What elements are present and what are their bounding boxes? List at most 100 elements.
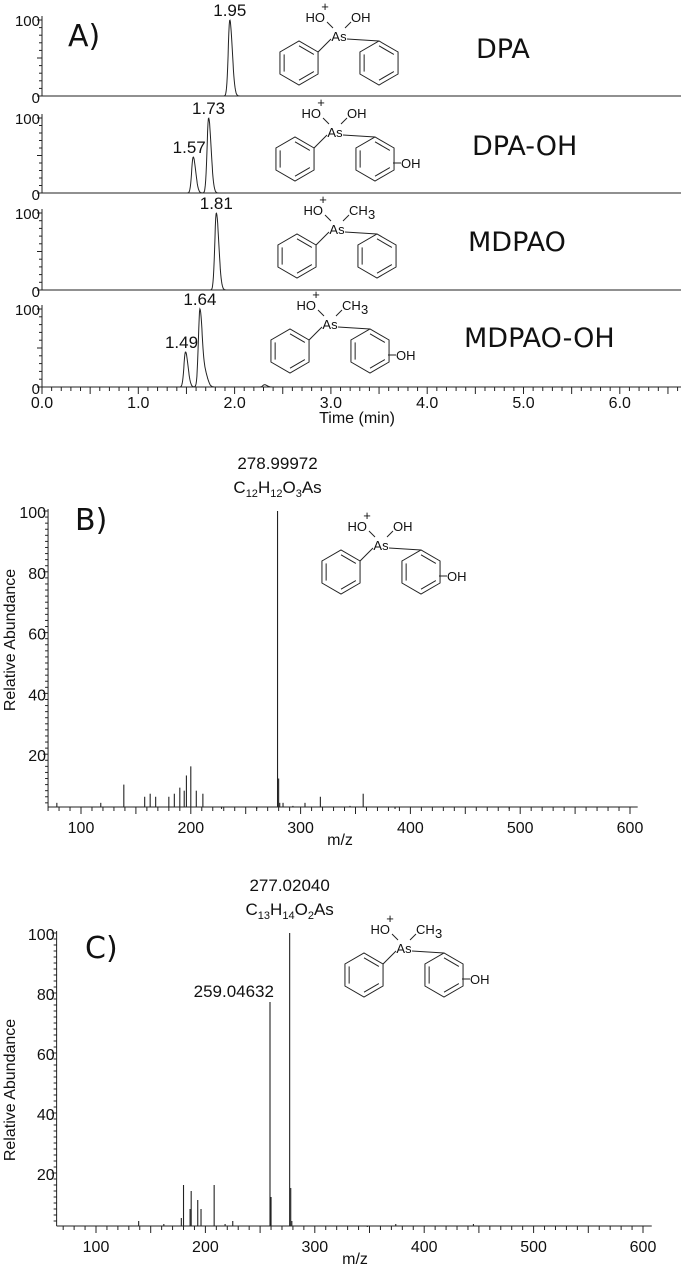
compound-name: MDPAO-OH <box>464 323 615 354</box>
bond-as-oxygen <box>391 933 399 941</box>
y-tick-label: 100 <box>15 206 40 223</box>
arsenic-atom-label: As <box>331 29 347 44</box>
bond-as-right <box>346 38 380 42</box>
double-bond <box>376 264 393 274</box>
phenyl-ring-right <box>357 233 397 279</box>
double-bond <box>298 45 315 55</box>
double-bond <box>374 167 391 177</box>
compound-name: MDPAO <box>468 227 566 258</box>
bond-as-right <box>342 134 376 138</box>
x-tick-label: 6.0 <box>609 395 631 412</box>
y-axis-title: Relative Abundance <box>2 569 19 711</box>
positive-charge-label: + <box>312 287 320 302</box>
substituent-subscript: 3 <box>435 926 442 941</box>
panel-label-c: C) <box>85 931 118 966</box>
bond-as-oxygen <box>368 530 376 538</box>
double-bond <box>363 983 380 993</box>
arsenic-atom-label: As <box>396 941 412 956</box>
double-bond <box>443 957 460 967</box>
peak-label: 1.57 <box>173 138 206 157</box>
phenyl-ring-left <box>277 233 317 279</box>
x-axis-title: Time (min) <box>319 410 395 427</box>
peak-formula-label: C12H12O3As <box>233 478 321 500</box>
phenyl-ring-left <box>275 136 315 182</box>
bond-as-right <box>337 326 371 330</box>
x-axis-title: m/z <box>327 832 353 849</box>
phenyl-ring-right <box>401 549 441 595</box>
y-tick-label: 80 <box>37 987 55 1004</box>
y-tick-label: 0 <box>32 284 40 301</box>
peak-label: 1.64 <box>183 290 216 309</box>
peak-label: 1.81 <box>200 194 233 213</box>
x-tick-label: 600 <box>617 820 644 837</box>
x-tick-label: 1.0 <box>127 395 149 412</box>
x-tick-label: 0.0 <box>31 395 53 412</box>
peak-label: 1.49 <box>165 333 198 352</box>
x-tick-label: 300 <box>287 820 314 837</box>
phenyl-ring-left <box>270 328 310 374</box>
ring-hydroxy-label: OH <box>470 972 490 987</box>
double-bond <box>340 554 357 564</box>
bond-as-substituent <box>342 214 350 222</box>
y-tick-label: 100 <box>28 927 55 944</box>
peak-mz-label: 259.04632 <box>194 982 274 1001</box>
chemical-structure: As HO+ CH 3 OH <box>270 287 416 374</box>
x-tick-label: 300 <box>301 1239 328 1256</box>
double-bond <box>376 238 393 248</box>
bond-as-substituent <box>340 117 348 125</box>
y-axis-title: Relative Abundance <box>2 1019 19 1161</box>
y-tick-label: 0 <box>32 90 40 107</box>
double-bond <box>374 141 391 151</box>
bond-as-left <box>313 134 328 149</box>
y-tick-label: 20 <box>28 748 46 765</box>
bond-as-left <box>359 547 374 562</box>
chemical-structure: As HO+ OH OH <box>275 95 421 182</box>
hydroxy-label: HO <box>348 519 368 534</box>
substituent-label: CH <box>416 922 435 937</box>
formula-element: H <box>258 478 270 497</box>
double-bond <box>363 957 380 967</box>
x-tick-label: 600 <box>630 1239 657 1256</box>
y-tick-label: 60 <box>28 627 46 644</box>
ring-hydroxy-label: OH <box>396 348 416 363</box>
formula-element: C <box>233 478 245 497</box>
compound-name: DPA-OH <box>472 131 577 162</box>
double-bond <box>443 983 460 993</box>
arsenic-atom-label: As <box>322 317 338 332</box>
y-tick-label: 0 <box>32 381 40 398</box>
positive-charge-label: + <box>321 0 329 14</box>
bond-as-left <box>382 950 397 965</box>
hydroxy-label: HO <box>304 203 324 218</box>
peak-label: 1.73 <box>192 99 225 118</box>
double-bond <box>378 71 395 81</box>
positive-charge-label: + <box>386 911 394 926</box>
bond-as-substituent <box>335 309 343 317</box>
hydroxy-label: HO <box>371 922 391 937</box>
chromatogram-trace-dpa-oh <box>157 117 292 194</box>
peak-mz-label: 277.02040 <box>249 876 329 895</box>
phenyl-ring-right <box>355 136 395 182</box>
x-tick-label: 4.0 <box>416 395 438 412</box>
peak-mz-label: 278.99972 <box>237 454 317 473</box>
chemical-structure: As HO+ OH <box>279 0 399 86</box>
bond-as-substituent <box>386 530 394 538</box>
double-bond <box>378 45 395 55</box>
formula-subscript: 2 <box>308 910 314 922</box>
formula-element: C <box>246 900 258 919</box>
x-tick-label: 5.0 <box>512 395 534 412</box>
positive-charge-label: + <box>319 192 327 207</box>
ring-hydroxy-label: OH <box>447 569 467 584</box>
x-axis-title: m/z <box>342 1251 368 1266</box>
substituent-label: CH <box>342 298 361 313</box>
arsenic-atom-label: As <box>327 125 343 140</box>
chemical-structure: As HO+ OH OH <box>321 508 467 595</box>
bond-as-substituent <box>409 933 417 941</box>
bond-as-left <box>317 38 332 53</box>
bond-as-oxygen <box>324 214 332 222</box>
bond-as-right <box>411 950 445 954</box>
peak-formula-label: C13H14O2As <box>246 900 334 922</box>
bond-as-oxygen <box>317 309 325 317</box>
y-tick-label: 100 <box>19 505 46 522</box>
double-bond <box>294 141 311 151</box>
arsenic-atom-label: As <box>373 538 389 553</box>
